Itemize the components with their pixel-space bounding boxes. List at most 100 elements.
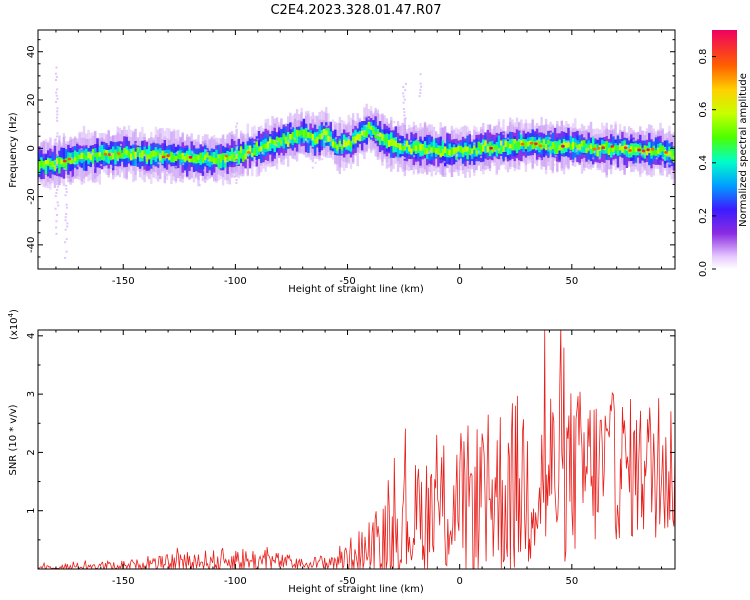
heatmap-cell — [553, 144, 557, 151]
heatmap-cell — [399, 143, 402, 150]
heatmap-cell — [437, 148, 440, 155]
heatmap-cell — [345, 141, 348, 147]
heatmap-speckle — [56, 176, 59, 179]
heatmap-speckle — [323, 140, 326, 143]
heatmap-cell — [262, 144, 265, 149]
heatmap-cell — [96, 152, 99, 159]
heatmap-cell — [85, 155, 88, 161]
heatmap-cell — [210, 156, 214, 162]
heatmap-cell — [439, 153, 442, 158]
heatmap-speckle — [567, 140, 570, 143]
heatmap-cell — [666, 151, 669, 157]
heatmap-peak — [224, 154, 229, 158]
heatmap-cell — [282, 137, 285, 149]
heatmap-cell — [461, 148, 465, 154]
heatmap-cell — [473, 145, 476, 150]
heatmap-cell — [614, 145, 617, 151]
heatmap-peak — [641, 149, 646, 153]
heatmap-cell — [666, 140, 669, 159]
heatmap-speckle — [668, 155, 671, 158]
heatmap-cell — [482, 144, 485, 162]
heatmap-speckle — [56, 214, 58, 216]
heatmap-speckle — [56, 110, 59, 113]
heatmap-cell — [134, 151, 137, 159]
x-tick-label: 50 — [565, 576, 578, 587]
heatmap-speckle — [55, 91, 58, 94]
heatmap-cell — [114, 150, 117, 158]
heatmap-speckle — [532, 162, 535, 165]
heatmap-speckle — [235, 125, 238, 128]
heatmap-cell — [470, 148, 474, 154]
heatmap-cell — [100, 144, 104, 159]
heatmap-cell — [316, 136, 319, 144]
heatmap-speckle — [404, 89, 407, 92]
heatmap-cell — [562, 141, 566, 146]
heatmap-speckle — [56, 119, 59, 122]
heatmap-cell — [295, 129, 299, 137]
heatmap-cell — [493, 145, 496, 152]
heatmap-cell — [354, 136, 357, 144]
heatmap-speckle — [157, 162, 160, 165]
heatmap-cell — [515, 140, 519, 148]
heatmap-cell — [38, 162, 41, 170]
heatmap-cell — [336, 145, 339, 151]
heatmap-speckle — [367, 117, 370, 120]
heatmap-cell — [313, 139, 317, 144]
heatmap-speckle — [340, 144, 343, 147]
heatmap-cell — [327, 128, 330, 142]
heatmap-cell — [69, 159, 72, 165]
heatmap-speckle — [233, 175, 236, 178]
heatmap-cell — [154, 151, 157, 157]
heatmap-cell — [426, 148, 429, 155]
heatmap-cell — [441, 140, 445, 152]
heatmap-cell — [502, 145, 505, 152]
heatmap-cell — [567, 142, 570, 148]
heatmap-cell — [405, 141, 409, 154]
heatmap-cell — [136, 147, 140, 153]
heatmap-cell — [47, 159, 50, 165]
heatmap-cell — [123, 147, 126, 154]
heatmap-speckle — [403, 157, 406, 159]
heatmap-speckle — [55, 141, 58, 144]
heatmap-cell — [78, 154, 81, 160]
heatmap-cell — [230, 154, 234, 159]
heatmap-speckle — [159, 153, 162, 156]
heatmap-peak — [534, 142, 538, 146]
heatmap-cell — [428, 145, 431, 151]
heatmap-cell — [264, 143, 267, 149]
heatmap-cell — [147, 145, 151, 156]
heatmap-cell — [87, 151, 90, 159]
heatmap-cell — [610, 146, 613, 152]
heatmap-speckle — [160, 166, 163, 169]
heatmap-speckle — [583, 135, 586, 138]
heatmap-cell — [125, 149, 128, 156]
heatmap-cell — [172, 155, 175, 162]
heatmap-cell — [538, 140, 541, 148]
heatmap-cell — [51, 160, 54, 167]
heatmap-speckle — [65, 191, 68, 193]
heatmap-cell — [488, 141, 492, 148]
heatmap-cell — [616, 147, 620, 153]
snr-frame — [37, 329, 676, 570]
heatmap-speckle — [65, 213, 68, 215]
heatmap-cell — [657, 147, 660, 154]
heatmap-speckle — [534, 148, 537, 151]
heatmap-cell — [363, 130, 366, 137]
heatmap-cell — [643, 145, 646, 153]
heatmap-cell — [365, 130, 368, 136]
heatmap-speckle — [56, 188, 59, 191]
heatmap-speckle — [56, 88, 59, 91]
heatmap-speckle — [235, 169, 238, 172]
heatmap-peak — [247, 151, 251, 154]
heatmap-cell — [479, 145, 483, 153]
heatmap-cell — [71, 158, 74, 164]
heatmap-cell — [423, 141, 427, 152]
heatmap-speckle — [518, 139, 521, 142]
heatmap-cell — [98, 152, 101, 157]
heatmap-speckle — [643, 153, 646, 156]
heatmap-peak — [161, 155, 166, 159]
heatmap-cell — [524, 142, 528, 150]
heatmap-peak — [489, 146, 493, 150]
heatmap-speckle — [587, 148, 590, 150]
heatmap-speckle — [203, 169, 206, 172]
